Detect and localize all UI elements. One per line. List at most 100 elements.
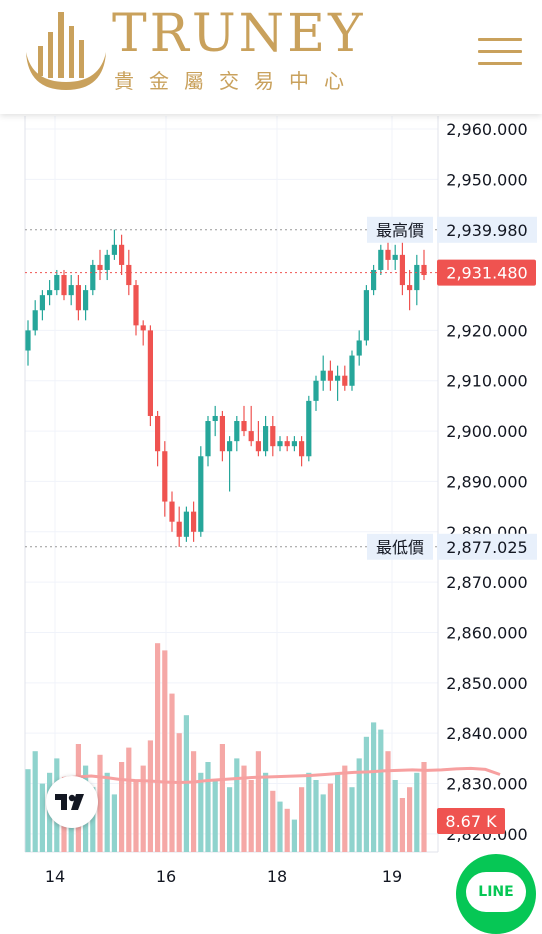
candle [111, 229, 117, 260]
candle [54, 269, 60, 296]
volume-bar [111, 794, 117, 852]
hamburger-menu-icon[interactable] [478, 38, 522, 68]
candle [356, 330, 362, 366]
candle [248, 405, 254, 447]
volume-bar [385, 751, 391, 852]
candle [75, 275, 81, 321]
candle [306, 395, 312, 462]
volume-bar [255, 751, 261, 852]
candle [133, 280, 139, 336]
volume-bar [147, 740, 153, 852]
candle [234, 415, 240, 452]
candle [25, 320, 31, 366]
truney-logo-icon [26, 12, 106, 90]
last-price-badge: 2,931.480 [437, 259, 536, 286]
candle [183, 506, 189, 542]
site-header: TRUNEY 貴金屬交易中心 [0, 0, 542, 114]
candlesticks [25, 229, 427, 547]
volume-bar [90, 787, 96, 852]
volume-bar [104, 772, 110, 852]
high-value: 2,939.980 [446, 221, 527, 240]
volume-bar [414, 772, 420, 852]
volume-bar [248, 780, 254, 852]
line-chat-button[interactable]: LINE [456, 854, 536, 934]
candle [119, 234, 125, 276]
volume-bar [335, 772, 341, 852]
candle [414, 254, 420, 306]
volume-bar [219, 744, 225, 852]
volume-bar [25, 769, 31, 852]
price-tick-label: 2,840.000 [446, 724, 527, 743]
volume-bar [342, 765, 348, 852]
candle [162, 441, 168, 517]
volume-bar [205, 762, 211, 852]
low-label: 最低價 [376, 538, 424, 557]
volume-bar [299, 787, 305, 852]
volume-bar [356, 758, 362, 852]
candle [392, 244, 398, 270]
candle [68, 275, 74, 306]
volume-bar [176, 733, 182, 852]
candle [39, 290, 45, 321]
volume-bar [241, 765, 247, 852]
date-tick-label: 16 [156, 867, 176, 886]
candle [342, 365, 348, 391]
candle [371, 264, 377, 296]
volume-badge: 8.67 K [437, 808, 505, 834]
high-badges: 最高價 2,939.980 [367, 216, 537, 243]
volume-bar [378, 729, 384, 852]
volume-bar [407, 787, 413, 852]
candle [90, 259, 96, 296]
price-tick-label: 2,950.000 [446, 170, 527, 189]
candle [140, 320, 146, 346]
volume-bar [349, 787, 355, 852]
candle [255, 421, 261, 457]
volume-bar [119, 762, 125, 852]
volume-bar [421, 762, 427, 852]
price-tick-label: 2,900.000 [446, 422, 527, 441]
candle [83, 285, 89, 321]
candle [284, 436, 290, 452]
tradingview-logo[interactable] [46, 776, 98, 828]
volume-bar [392, 780, 398, 852]
candle [155, 410, 161, 467]
price-tick-label: 2,850.000 [446, 674, 527, 693]
low-badges: 最低價 2,877.025 [367, 533, 537, 560]
volume-bar [162, 650, 168, 852]
candle [147, 325, 153, 427]
volume-bar [313, 780, 319, 852]
volume-bar [212, 780, 218, 852]
candle [61, 269, 67, 301]
candle [205, 415, 211, 467]
volume-bar [191, 751, 197, 852]
volume-bar [126, 747, 132, 852]
volume-bar [97, 754, 103, 852]
date-tick-label: 18 [267, 867, 287, 886]
candle [270, 415, 276, 457]
volume-bar [320, 794, 326, 852]
candle [349, 350, 355, 391]
volume-bar [155, 643, 161, 852]
brand-subtitle: 貴金屬交易中心 [114, 69, 359, 93]
candle [263, 415, 269, 457]
volume-bar [133, 780, 139, 852]
candle [320, 355, 326, 391]
volume-bar [39, 783, 45, 852]
candle [291, 436, 297, 452]
candle [176, 506, 182, 547]
date-tick-label: 14 [45, 867, 65, 886]
price-tick-label: 2,830.000 [446, 775, 527, 794]
price-tick-label: 2,860.000 [446, 623, 527, 642]
candle [313, 375, 319, 411]
candle [32, 300, 38, 336]
price-chart[interactable]: 2,960.000 2,950.000 2,920.000 2,910.000 2,90… [0, 0, 542, 900]
price-tick-label: 2,910.000 [446, 372, 527, 391]
candle [277, 436, 283, 452]
candle [169, 491, 175, 532]
volume-bar [32, 751, 38, 852]
line-chat-icon: LINE [466, 872, 526, 912]
candle [219, 410, 225, 462]
candle [198, 446, 204, 537]
candle [212, 405, 218, 437]
volume-ma-line [61, 766, 501, 785]
